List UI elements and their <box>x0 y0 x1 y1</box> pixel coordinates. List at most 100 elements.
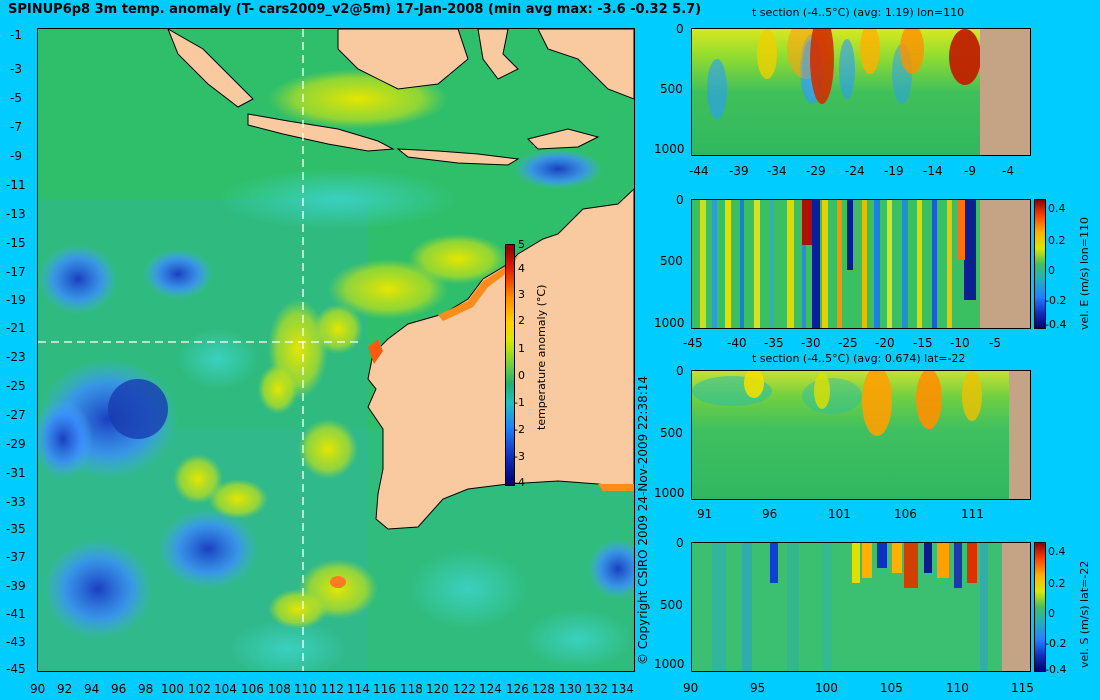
lat-tick: -37 <box>6 550 26 564</box>
colorbar-tick: -3 <box>514 450 525 463</box>
copyright-text: © Copyright CSIRO 2009 24-Nov-2009 22:38… <box>636 375 650 665</box>
p4-ytick: 500 <box>660 598 683 612</box>
p2-xtick: -45 <box>683 336 703 350</box>
lon-tick: 126 <box>506 682 529 696</box>
p3-xtick: 91 <box>697 507 713 521</box>
lon-tick: 96 <box>111 682 127 696</box>
p4-cbtick: -0.2 <box>1045 637 1067 650</box>
lat-tick: -35 <box>6 522 26 536</box>
p2-xtick: -35 <box>764 336 784 350</box>
p4-cbtick: 0.2 <box>1048 577 1066 590</box>
lon-tick: 106 <box>241 682 264 696</box>
temp-section-lat-22 <box>691 370 1031 500</box>
temperature-anomaly-map <box>37 28 635 672</box>
lat-tick: -41 <box>6 607 26 621</box>
p1-ytick: 0 <box>676 22 684 36</box>
lon-tick: 116 <box>373 682 396 696</box>
temp-section-lon110 <box>691 28 1031 156</box>
lat-tick: -27 <box>6 408 26 422</box>
p2-ytick: 0 <box>676 193 684 207</box>
p3-xtick: 106 <box>894 507 917 521</box>
lon-tick: 92 <box>57 682 73 696</box>
p3-ytick: 0 <box>676 364 684 378</box>
p3-ytick: 1000 <box>654 486 685 500</box>
p4-xtick: 90 <box>683 681 699 695</box>
colorbar-tick: 0 <box>518 369 525 382</box>
p4-xtick: 115 <box>1011 681 1034 695</box>
lat-tick: -21 <box>6 321 26 335</box>
lon-tick: 104 <box>214 682 237 696</box>
lon-tick: 124 <box>479 682 502 696</box>
p1-xtick: -24 <box>845 164 865 178</box>
colorbar-tick: -4 <box>514 476 525 489</box>
lat-tick: -25 <box>6 379 26 393</box>
panel1-title: t section (-4..5°C) (avg: 1.19) lon=110 <box>752 6 965 19</box>
p2-xtick: -15 <box>913 336 933 350</box>
lon-tick: 128 <box>532 682 555 696</box>
p2-ytick: 500 <box>660 254 683 268</box>
lon-tick: 110 <box>294 682 317 696</box>
map-canvas <box>38 29 634 671</box>
lat-tick: -11 <box>6 178 26 192</box>
lat-tick: -19 <box>6 293 26 307</box>
lon-tick: 122 <box>453 682 476 696</box>
p3-ytick: 500 <box>660 426 683 440</box>
colorbar-tick: -2 <box>514 423 525 436</box>
vel-south-section-lat-22 <box>691 542 1031 672</box>
p1-xtick: -19 <box>884 164 904 178</box>
p1-ytick: 1000 <box>654 142 685 156</box>
lat-tick: -15 <box>6 236 26 250</box>
p1-ytick: 500 <box>660 82 683 96</box>
p2-xtick: -5 <box>989 336 1001 350</box>
colorbar-tick: -1 <box>514 396 525 409</box>
p1-xtick: -9 <box>964 164 976 178</box>
p2-cbtick: 0.2 <box>1048 234 1066 247</box>
vel-east-colorbar <box>1034 199 1046 329</box>
lat-tick: -33 <box>6 495 26 509</box>
lat-tick: -29 <box>6 437 26 451</box>
lon-tick: 118 <box>400 682 423 696</box>
lat-tick: -7 <box>10 120 22 134</box>
lat-tick: -23 <box>6 350 26 364</box>
p2-cbtick: -0.4 <box>1045 318 1067 331</box>
p4-cbtick: 0 <box>1048 607 1055 620</box>
lat-tick: -43 <box>6 635 26 649</box>
p2-cbtick: 0.4 <box>1048 202 1066 215</box>
lon-tick: 100 <box>161 682 184 696</box>
lon-tick: 90 <box>30 682 46 696</box>
p2-xtick: -10 <box>950 336 970 350</box>
lon-tick: 120 <box>426 682 449 696</box>
lat-tick: -1 <box>10 28 22 42</box>
p2-xtick: -20 <box>875 336 895 350</box>
p3-xtick: 96 <box>762 507 778 521</box>
p4-xtick: 105 <box>880 681 903 695</box>
lat-tick: -5 <box>10 91 22 105</box>
figure-title: SPINUP6p8 3m temp. anomaly (T- cars2009_… <box>8 2 702 17</box>
p2-cbtick: -0.2 <box>1045 294 1067 307</box>
lon-tick: 98 <box>138 682 154 696</box>
p2-cbtick: 0 <box>1048 264 1055 277</box>
p4-ytick: 1000 <box>654 657 685 671</box>
p1-xtick: -14 <box>923 164 943 178</box>
p2-ytick: 1000 <box>654 316 685 330</box>
p1-xtick: -29 <box>806 164 826 178</box>
colorbar-tick: 2 <box>518 314 525 327</box>
p1-xtick: -34 <box>767 164 787 178</box>
p2-xtick: -40 <box>727 336 747 350</box>
colorbar-label: temperature anomaly (°C) <box>535 284 548 430</box>
p3-xtick: 111 <box>961 507 984 521</box>
p3-xtick: 101 <box>828 507 851 521</box>
p1-xtick: -4 <box>1002 164 1014 178</box>
p2-xtick: -30 <box>801 336 821 350</box>
panel3-title: t section (-4..5°C) (avg: 0.674) lat=-22 <box>752 352 966 365</box>
lon-tick: 112 <box>321 682 344 696</box>
colorbar-tick: 1 <box>518 342 525 355</box>
temperature-colorbar <box>505 244 515 486</box>
p1-xtick: -39 <box>729 164 749 178</box>
colorbar-tick: 4 <box>518 262 525 275</box>
lon-tick: 108 <box>268 682 291 696</box>
vel-east-section-lon110 <box>691 199 1031 329</box>
lon-tick: 134 <box>611 682 634 696</box>
p4-cbtick: -0.4 <box>1045 663 1067 676</box>
p4-xtick: 100 <box>815 681 838 695</box>
